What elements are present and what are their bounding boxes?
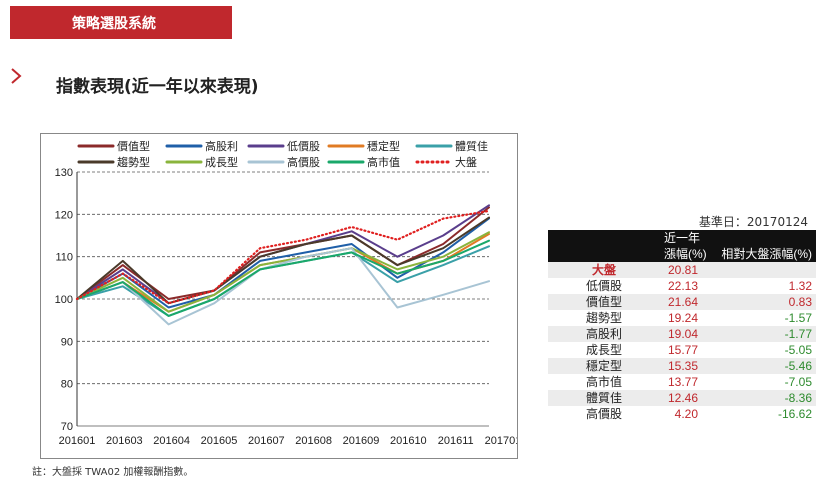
header-cell-return: 漲幅(%) [660,246,716,262]
header-cell [548,246,660,262]
table-row: 高市值 13.77 -7.05 [548,374,816,390]
table-row: 體質佳 12.46 -8.36 [548,390,816,406]
series-line [76,231,490,313]
table-row: 低價股 22.13 1.32 [548,278,816,294]
legend-label: 高市值 [367,155,400,169]
row-return-cell: 13.77 [667,375,698,389]
row-relative-cell: -1.77 [716,326,816,342]
x-tick-label: 201610 [390,435,427,447]
table-header-row-top: 近一年 [548,230,816,246]
table-row: 高價股 4.20 -16.62 [548,406,816,422]
series-line [75,209,491,305]
y-tick-label: 130 [55,167,73,179]
row-relative-cell: 0.83 [716,294,816,310]
series-line [76,217,490,309]
header-cell: 近一年 [660,230,716,246]
table-row: 穩定型 15.35 -5.46 [548,358,816,374]
performance-table: 近一年 漲幅(%) 相對大盤漲幅(%) 大盤 20.81 低價股 22.13 1.32 價… [548,230,816,422]
row-name-cell: 高市值 [585,375,622,389]
series-line [76,239,490,317]
row-relative-cell [716,262,816,278]
legend-label: 成長型 [205,155,238,169]
x-tick-label: 201608 [295,435,332,447]
row-return-cell: 22.13 [667,279,698,293]
x-tick-label: 201603 [106,435,143,447]
table-row: 大盤 20.81 [548,262,816,278]
row-return-cell: 19.04 [660,326,716,342]
row-relative-cell: -1.57 [784,311,812,325]
row-name-cell: 高價股 [585,407,622,421]
header-cell-relative: 相對大盤漲幅(%) [716,246,816,262]
index-performance-chart: 70 80 90 100 110 120 130 201601 201603 201604 2016… [40,133,522,459]
row-name-cell: 趨勢型 [585,311,622,325]
series-line [76,216,490,305]
row-relative-cell: -5.46 [716,358,816,374]
row-name-cell: 穩定型 [548,358,660,374]
header-cell [548,230,660,246]
row-relative-cell: 1.32 [788,279,812,293]
x-tick-label: 201604 [153,435,190,447]
x-tick-label: 201605 [201,435,238,447]
row-return-cell: 12.46 [660,390,716,406]
table-row: 趨勢型 19.24 -1.57 [548,310,816,326]
chart-footnote: 註：大盤採 TWA02 加權報酬指數。 [32,467,194,478]
table-row: 價值型 21.64 0.83 [548,294,816,310]
row-return-cell: 19.24 [667,311,698,325]
chevron-right-icon [11,68,22,84]
legend-label: 低價股 [287,139,320,153]
banner-label: 策略選股系統 [72,15,156,32]
row-relative-cell: -7.05 [784,375,812,389]
y-tick-label: 110 [55,252,73,264]
section-title: 指數表現(近一年以來表現) [56,77,259,97]
table-row: 成長型 15.77 -5.05 [548,342,816,358]
table-header-row-bottom: 漲幅(%) 相對大盤漲幅(%) [548,246,816,262]
table-row: 高股利 19.04 -1.77 [548,326,816,342]
row-return-cell: 21.64 [660,294,716,310]
row-return-cell: 15.35 [660,358,716,374]
legend-label: 穩定型 [367,139,400,153]
legend-label: 大盤 [455,155,477,169]
y-tick-label: 120 [55,209,73,221]
legend-label: 價值型 [117,139,150,153]
row-name-cell: 價值型 [548,294,660,310]
legend-label: 高價股 [287,155,320,169]
legend-label: 體質佳 [455,139,488,153]
row-relative-cell: -8.36 [716,390,816,406]
x-tick-label: 201701 [485,435,517,447]
system-banner: 策略選股系統 [10,6,232,39]
row-relative-cell: -16.62 [777,407,812,421]
x-tick-label: 201607 [248,435,285,447]
row-name-cell: 高股利 [548,326,660,342]
row-name-cell: 體質佳 [548,390,660,406]
legend-label: 趨勢型 [117,155,150,169]
y-tick-label: 80 [61,379,73,391]
row-name-cell: 大盤 [548,262,660,278]
y-tick-label: 70 [61,421,73,433]
x-tick-label: 201601 [59,435,96,447]
header-cell [716,230,816,246]
row-name-cell: 成長型 [585,343,622,357]
row-return-cell: 4.20 [674,407,698,421]
x-tick-label: 201609 [343,435,380,447]
line-chart-svg: 70 80 90 100 110 120 130 201601 201603 201604 2016… [55,139,522,447]
row-name-cell: 低價股 [585,279,622,293]
legend-label: 高股利 [205,139,238,153]
series-line [76,247,490,326]
x-tick-label: 201611 [438,435,474,447]
row-relative-cell: -5.05 [784,343,812,357]
y-tick-label: 100 [55,294,73,306]
row-return-cell: 20.81 [660,262,716,278]
y-tick-label: 90 [61,336,73,348]
row-return-cell: 15.77 [667,343,698,357]
base-date-label: 基準日：20170124 [698,215,808,229]
